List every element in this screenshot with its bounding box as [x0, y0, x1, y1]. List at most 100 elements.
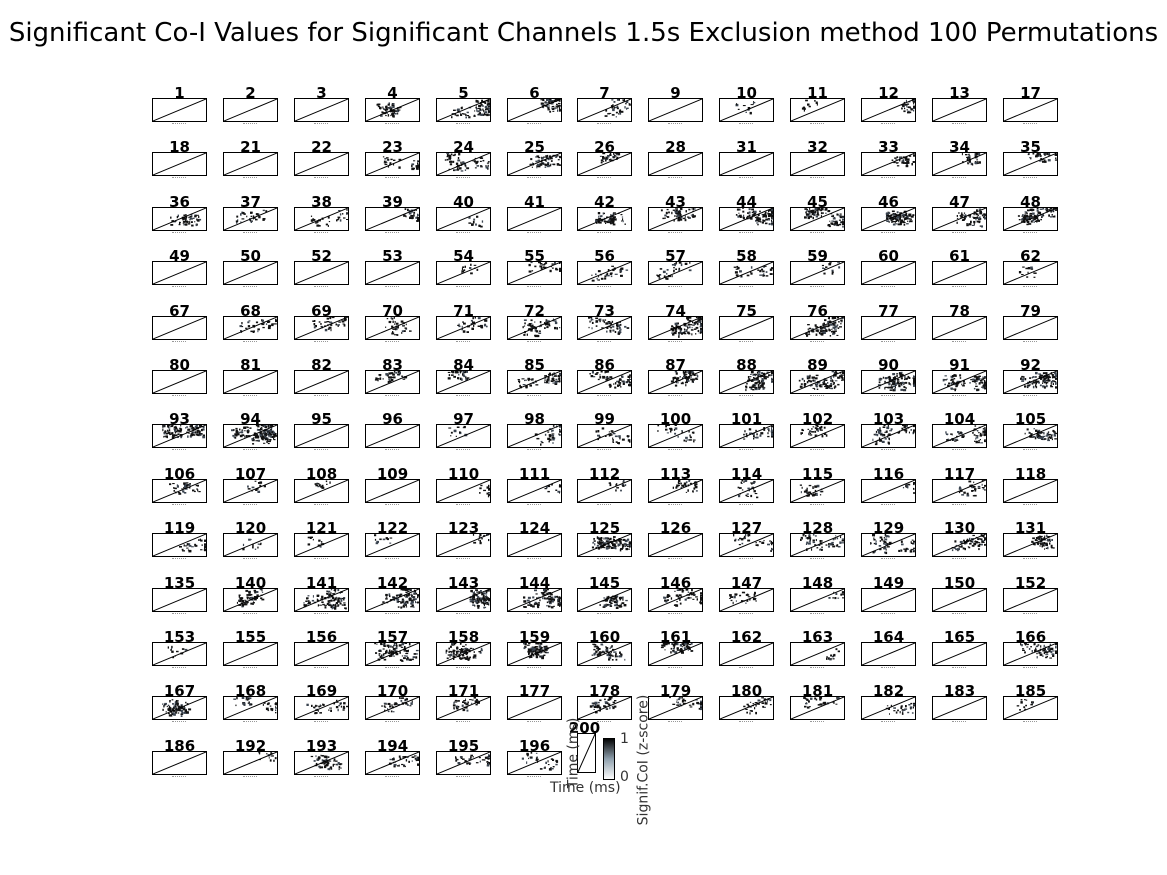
sig-pixel: [331, 606, 333, 610]
sig-pixel: [183, 482, 185, 485]
sig-pixel: [480, 225, 483, 228]
sig-pixel: [670, 429, 673, 431]
sig-pixel: [191, 224, 194, 227]
sig-pixel: [444, 159, 447, 161]
sig-pixel: [615, 441, 618, 443]
sig-pixel: [696, 374, 698, 376]
sig-pixel: [600, 277, 604, 280]
channel-panel-36: 36: [152, 193, 207, 253]
sig-pixel: [1028, 153, 1030, 155]
sig-pixel: [907, 111, 910, 114]
sig-pixel: [459, 431, 461, 433]
sig-pixel: [601, 327, 604, 329]
channel-panel-32: 32: [790, 138, 845, 198]
sig-pixel: [666, 272, 668, 275]
sig-pixel: [549, 435, 552, 438]
sig-pixel: [616, 106, 619, 108]
x-tick-stub: [668, 558, 682, 560]
sig-pixel: [397, 373, 401, 375]
sig-pixel: [242, 548, 245, 551]
sig-pixel: [615, 111, 618, 114]
channel-label: 2: [245, 84, 256, 102]
sig-pixel: [626, 108, 628, 110]
channel-panel-119: 119: [152, 519, 207, 579]
sig-pixel: [678, 326, 681, 328]
x-tick-stub: [952, 449, 966, 451]
coi-heatmap: [861, 424, 916, 448]
sig-pixel: [878, 437, 881, 440]
sig-pixel: [764, 265, 767, 267]
sig-pixel: [590, 320, 592, 322]
sig-pixel: [896, 374, 898, 378]
sig-pixel: [551, 107, 555, 110]
sig-pixel: [540, 440, 543, 443]
sig-pixel: [460, 114, 463, 116]
sig-pixel: [975, 437, 979, 439]
sig-pixel: [904, 429, 908, 432]
sig-pixel: [396, 328, 398, 331]
sig-pixel: [678, 480, 680, 483]
sig-pixel: [239, 434, 243, 438]
sig-pixel: [808, 105, 811, 108]
sig-pixel: [245, 327, 248, 329]
sig-pixel: [450, 435, 452, 437]
sig-pixel: [816, 388, 819, 390]
sig-pixel: [762, 219, 764, 222]
sig-pixel: [329, 317, 332, 320]
sig-pixel: [824, 208, 827, 211]
sig-pixel: [267, 432, 269, 435]
coi-heatmap: [223, 152, 278, 176]
sig-pixel: [475, 594, 478, 597]
sig-pixel: [745, 433, 748, 435]
sig-pixel: [908, 155, 912, 157]
sig-pixel: [306, 597, 309, 600]
sig-pixel: [973, 387, 976, 390]
sig-pixel: [1051, 547, 1053, 549]
sig-pixel: [317, 225, 321, 227]
sig-pixel: [337, 600, 339, 603]
sig-pixel: [468, 116, 471, 119]
channel-label: 78: [949, 302, 970, 320]
sig-pixel: [622, 382, 625, 385]
sig-pixel: [483, 113, 487, 116]
sig-pixel: [247, 426, 249, 429]
sig-pixel: [544, 322, 546, 324]
sig-pixel: [272, 435, 274, 438]
sig-pixel: [1054, 209, 1057, 211]
sig-pixel: [198, 425, 201, 427]
sig-pixel: [910, 429, 912, 431]
sig-pixel: [391, 332, 395, 335]
sig-pixel: [903, 101, 906, 104]
sig-pixel: [627, 436, 629, 439]
sig-pixel: [984, 381, 986, 384]
sig-pixel: [607, 155, 610, 158]
sig-pixel: [551, 436, 555, 439]
sig-pixel: [411, 164, 413, 168]
sig-pixel: [627, 380, 630, 382]
channel-panel-67: 67: [152, 302, 207, 362]
sig-pixel: [1048, 153, 1050, 155]
sig-pixel: [380, 106, 382, 109]
sig-pixel: [834, 317, 836, 319]
sig-pixel: [482, 114, 485, 116]
sig-pixel: [255, 425, 258, 427]
sig-pixel: [754, 387, 758, 391]
sig-pixel: [698, 321, 701, 323]
sig-pixel: [374, 534, 377, 537]
sig-pixel: [830, 222, 834, 225]
sig-pixel: [472, 317, 474, 320]
sig-pixel: [831, 371, 835, 373]
sig-pixel: [894, 157, 897, 159]
coi-heatmap: [648, 261, 703, 285]
sig-pixel: [892, 373, 896, 376]
x-tick-stub: [1023, 123, 1037, 125]
sig-pixel: [395, 371, 397, 374]
sig-pixel: [978, 440, 980, 442]
sig-pixel: [903, 223, 906, 226]
sig-pixel: [1054, 375, 1057, 378]
sig-pixel: [658, 277, 661, 279]
channel-label: 110: [447, 465, 480, 483]
sig-pixel: [983, 213, 986, 216]
sig-pixel: [842, 221, 844, 224]
channel-label: 45: [807, 193, 828, 211]
